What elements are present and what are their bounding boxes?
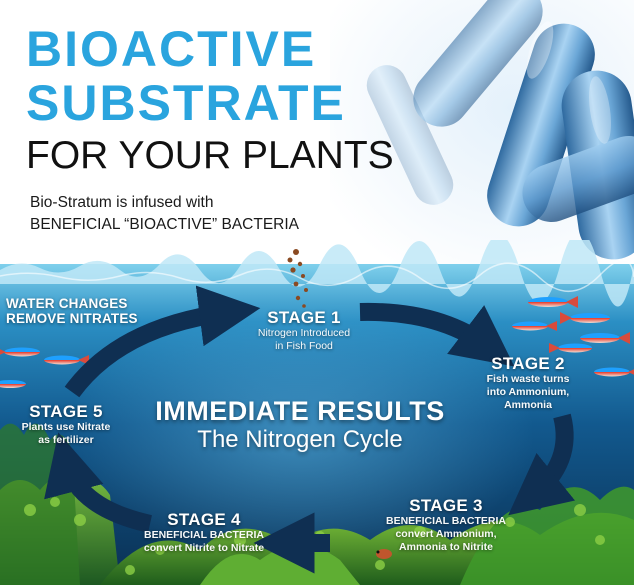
stage-4-line-1: BENEFICIAL BACTERIA [144, 529, 264, 541]
stage-5-heading: STAGE 5 [29, 402, 103, 421]
cycle-heading: IMMEDIATE RESULTS [155, 396, 445, 426]
stage-3-line-1: BENEFICIAL BACTERIA [386, 515, 506, 527]
arrow-stage2-to-stage3 [508, 413, 576, 516]
arrow-stage4-to-stage5 [44, 432, 153, 533]
stage-4-label: STAGE 4 BENEFICIAL BACTERIA convert Nitr… [140, 510, 268, 555]
intro-line-1: Bio-Stratum is infused with [30, 194, 214, 211]
bacteria-rod [413, 0, 543, 127]
stage-2-line-2: into Ammonium, [486, 386, 570, 398]
stage-1-label: STAGE 1 Nitrogen Introduced in Fish Food [244, 308, 364, 353]
page-title-line-1: BIOACTIVE [26, 21, 317, 77]
arrow-stage1-to-stage2 [359, 302, 515, 367]
stage-3-heading: STAGE 3 [409, 496, 483, 515]
cycle-subheading: The Nitrogen Cycle [197, 426, 403, 453]
stage-3-line-2: convert Ammonium, [395, 528, 497, 540]
cycle-center-title: IMMEDIATE RESULTS The Nitrogen Cycle [130, 396, 470, 454]
stage-2-label: STAGE 2 Fish waste turns into Ammonium, … [478, 354, 578, 412]
page-subtitle: FOR YOUR PLANTS [26, 134, 394, 177]
stage-1-line-2: in Fish Food [275, 340, 333, 352]
stage-5-line-1: Plants use Nitrate [21, 421, 111, 433]
stage-4-line-2: convert Nitrite to Nitrate [143, 542, 265, 554]
water-changes-note: WATER CHANGES REMOVE NITRATES [6, 296, 138, 326]
bacteria-rod [366, 65, 454, 205]
bacteria-illustration [330, 0, 634, 270]
aquarium-scene [0, 240, 634, 585]
stage-5-label: STAGE 5 Plants use Nitrate as fertilizer [14, 402, 118, 447]
intro-text: Bio-Stratum is infused with BENEFICIAL “… [30, 192, 299, 236]
stage-4-heading: STAGE 4 [167, 510, 241, 529]
intro-line-2: BENEFICIAL “BIOACTIVE” BACTERIA [30, 216, 300, 233]
stage-1-line-1: Nitrogen Introduced [257, 327, 351, 339]
page-title-line-2: SUBSTRATE [26, 75, 346, 131]
water-changes-line-1: WATER CHANGES [6, 296, 128, 311]
fish-school-right [512, 296, 634, 377]
arrow-stage5-to-stage1 [64, 285, 261, 398]
bacteria-rod [487, 23, 595, 227]
stage-2-heading: STAGE 2 [491, 354, 565, 373]
cycle-arrows [44, 285, 576, 574]
stage-3-line-3: Ammonia to Nitrite [399, 541, 493, 553]
stage-2-line-1: Fish waste turns [486, 373, 570, 385]
water-changes-line-2: REMOVE NITRATES [6, 311, 138, 326]
stage-1-heading: STAGE 1 [267, 308, 341, 327]
stage-2-line-3: Ammonia [504, 399, 552, 411]
stage-5-line-2: as fertilizer [38, 434, 94, 446]
bacteria-rod [522, 135, 634, 223]
fish-food-flakes [287, 249, 308, 308]
stage-3-label: STAGE 3 BENEFICIAL BACTERIA convert Ammo… [386, 496, 506, 554]
shrimp [376, 549, 392, 559]
